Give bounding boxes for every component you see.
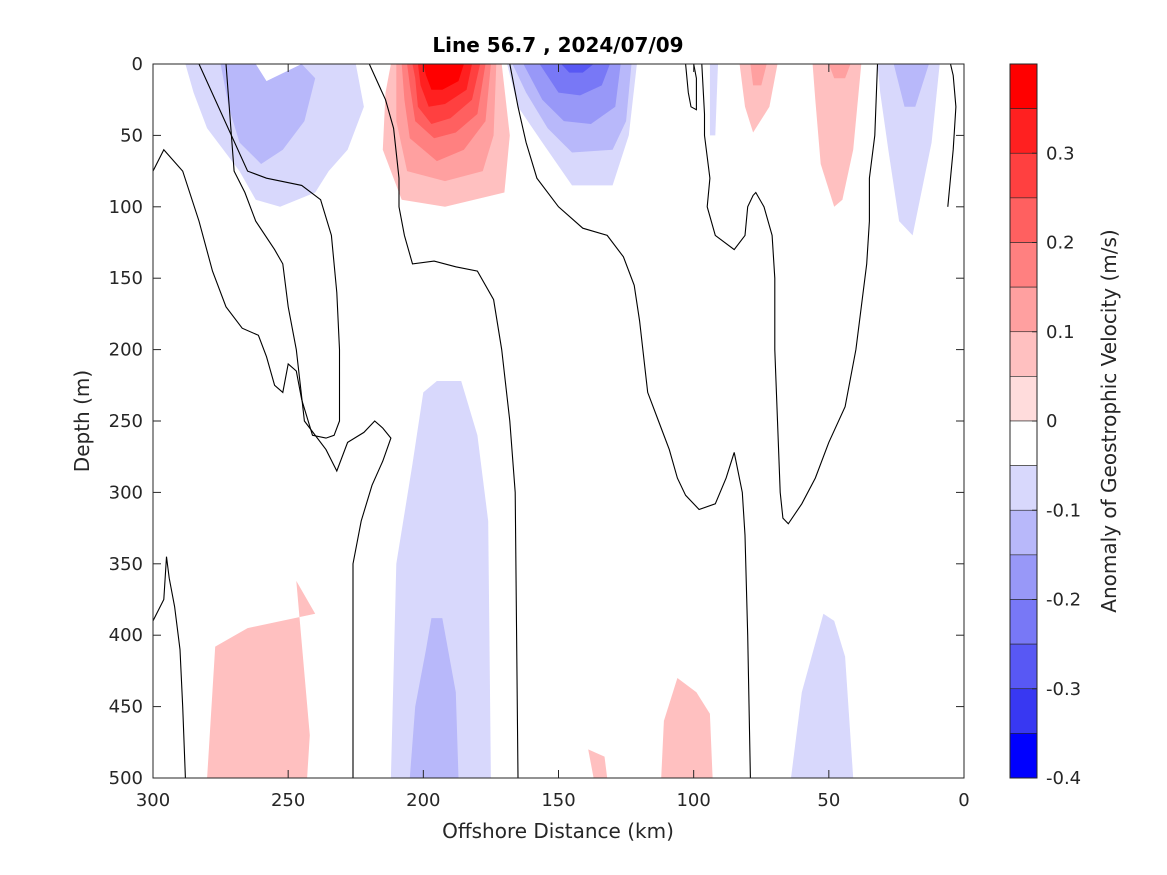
velocity-anomaly-region	[812, 64, 862, 207]
colorbar-level	[1009, 331, 1038, 377]
colorbar-level	[1009, 108, 1038, 154]
colorbar-tick-label: -0.4	[1046, 768, 1081, 789]
x-tick-label: 300	[136, 790, 170, 811]
zero-contour-line	[947, 64, 957, 207]
colorbar-tick-label: 0.1	[1046, 322, 1075, 343]
velocity-anomaly-region	[561, 64, 594, 73]
velocity-anomaly-region	[220, 64, 316, 164]
velocity-anomaly-region	[739, 64, 778, 133]
colorbar-level	[1009, 599, 1038, 645]
colorbar-level	[1009, 643, 1038, 690]
colorbar-level	[1009, 688, 1038, 734]
colorbar-level	[1009, 509, 1038, 556]
colorbar-tick-label: -0.2	[1046, 590, 1081, 611]
y-tick-label: 300	[109, 482, 143, 503]
y-tick-label: 150	[109, 268, 143, 289]
velocity-anomaly-region	[588, 749, 608, 778]
x-tick-label: 200	[406, 790, 440, 811]
y-tick-label: 50	[120, 125, 143, 146]
velocity-anomaly-region	[207, 580, 316, 778]
colorbar-label: Anomaly of Geostrophic Velocity (m/s)	[1097, 229, 1121, 612]
colorbar-level	[1009, 465, 1038, 511]
colorbar-tick-label: 0.3	[1046, 143, 1075, 164]
y-tick-label: 250	[109, 411, 143, 432]
colorbar-level	[1009, 63, 1038, 109]
zero-contour-line	[685, 64, 697, 111]
zero-contour-line	[225, 64, 392, 778]
zero-contour-line	[509, 64, 751, 778]
zero-contour-line	[368, 64, 519, 778]
colorbar-level	[1009, 733, 1038, 779]
x-tick-label: 100	[676, 790, 710, 811]
zero-contour-line	[153, 556, 186, 778]
velocity-anomaly-region	[661, 678, 713, 778]
velocity-anomaly-region	[709, 64, 718, 136]
velocity-anomaly-region	[423, 64, 464, 90]
zero-contour-line	[153, 64, 341, 439]
velocity-anomaly-region	[877, 64, 940, 236]
zero-contour-line	[701, 64, 879, 525]
colorbar-level	[1009, 554, 1038, 600]
y-tick-label: 450	[109, 697, 143, 718]
y-axis-label: Depth (m)	[70, 370, 94, 472]
velocity-anomaly-region	[539, 64, 610, 96]
x-axis-label: Offshore Distance (km)	[442, 819, 674, 843]
colorbar-level	[1009, 197, 1038, 243]
velocity-anomaly-region	[409, 618, 459, 778]
colorbar: 0.3 0.2 0.1 0 -0.1 -0.2 -0.3 -0.4 Anomaly of Ge…	[1009, 63, 1121, 789]
x-tick-label: 150	[541, 790, 575, 811]
colorbar-level	[1009, 286, 1038, 333]
x-tick-label: 0	[958, 790, 969, 811]
colorbar-level	[1009, 242, 1038, 288]
colorbar-level	[1009, 152, 1038, 199]
x-tick-label: 50	[817, 790, 840, 811]
y-tick-label: 400	[109, 625, 143, 646]
y-tick-label: 500	[109, 768, 143, 789]
chart-title: Line 56.7 , 2024/07/09	[432, 33, 683, 57]
colorbar-tick-label: 0	[1046, 411, 1057, 432]
velocity-anomaly-region	[750, 64, 767, 86]
y-tick-label: 0	[132, 54, 143, 75]
velocity-anomaly-region	[828, 64, 851, 79]
colorbar-level	[1009, 376, 1038, 422]
colorbar-level	[1009, 420, 1038, 466]
velocity-anomaly-region	[390, 381, 491, 778]
x-tick-label: 250	[271, 790, 305, 811]
colorbar-tick-label: -0.1	[1046, 500, 1081, 521]
colorbar-tick-label: -0.3	[1046, 679, 1081, 700]
velocity-anomaly-region	[893, 64, 929, 107]
y-tick-label: 350	[109, 554, 143, 575]
colorbar-tick-label: 0.2	[1046, 233, 1075, 254]
plot-area: 300 250 200 150 100 50 0 050100150200250300350…	[109, 54, 970, 811]
velocity-anomaly-region	[791, 613, 854, 778]
y-tick-label: 100	[109, 197, 143, 218]
y-tick-label: 200	[109, 340, 143, 361]
